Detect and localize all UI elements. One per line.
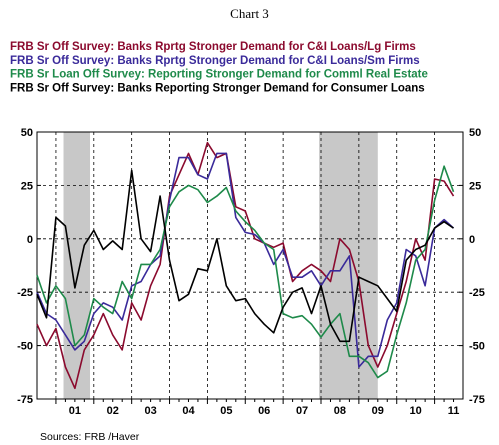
y-tick-label: 50	[469, 127, 481, 139]
series-line	[36, 141, 455, 390]
recession-band	[319, 132, 378, 399]
gridlines	[37, 132, 463, 399]
recession-band	[63, 132, 91, 399]
x-axis: 01 02 03 04 05 06 07 08 09 10 11	[55, 399, 460, 417]
y-tick-label: -75	[17, 394, 33, 406]
x-tick-label: 04	[182, 405, 195, 417]
y-tick-label: -25	[17, 287, 33, 299]
legend-entry: FRB Sr Off Survey: Banks Reporting Stron…	[10, 82, 425, 94]
y-tick-label: 0	[469, 234, 475, 246]
y-tick-label: 25	[469, 180, 481, 192]
series-line	[36, 165, 455, 379]
x-tick-label: 03	[144, 405, 156, 417]
x-tick-label: 09	[372, 405, 384, 417]
x-tick-label: 07	[296, 405, 308, 417]
y-tick-label: 50	[21, 127, 33, 139]
y-tick-label: 25	[21, 180, 33, 192]
x-tick-label: 01	[69, 405, 81, 417]
y-tick-label: -75	[469, 394, 485, 406]
y-axis-right: 50 25 0 -25 -50 -75	[459, 127, 485, 406]
y-tick-label: -50	[17, 341, 33, 353]
y-tick-label: -50	[469, 341, 485, 353]
x-tick-label: 05	[220, 405, 232, 417]
x-tick-label: 10	[410, 405, 422, 417]
recession-shading	[63, 132, 378, 399]
y-tick-label: -25	[469, 287, 485, 299]
series-lines	[36, 141, 455, 390]
legend-entry: FRB Sr Off Survey: Banks Rprtg Stronger …	[10, 55, 420, 67]
x-tick-label: 08	[334, 405, 346, 417]
plot-frame	[36, 131, 464, 400]
legend-entry: FRB Sr Off Survey: Banks Rprtg Stronger …	[10, 41, 416, 53]
legend: FRB Sr Off Survey: Banks Rprtg Stronger …	[10, 41, 428, 94]
x-tick-label: 02	[107, 405, 119, 417]
series-line	[36, 152, 455, 368]
x-tick-label: 11	[448, 405, 460, 417]
x-tick-label: 06	[258, 405, 270, 417]
legend-entry: FRB Sr Loan Off Survey: Reporting Strong…	[10, 69, 428, 81]
y-axis-left: 50 25 0 -25 -50 -75	[17, 127, 41, 406]
source-note: Sources: FRB /Haver	[40, 431, 140, 443]
y-tick-label: 0	[27, 234, 33, 246]
chart-title: Chart 3	[230, 6, 269, 21]
series-line	[36, 169, 454, 343]
plot-area: 50 25 0 -25 -50 -75 50 25 0 -25 -50 -75 01 02 03 04 05…	[17, 127, 485, 417]
